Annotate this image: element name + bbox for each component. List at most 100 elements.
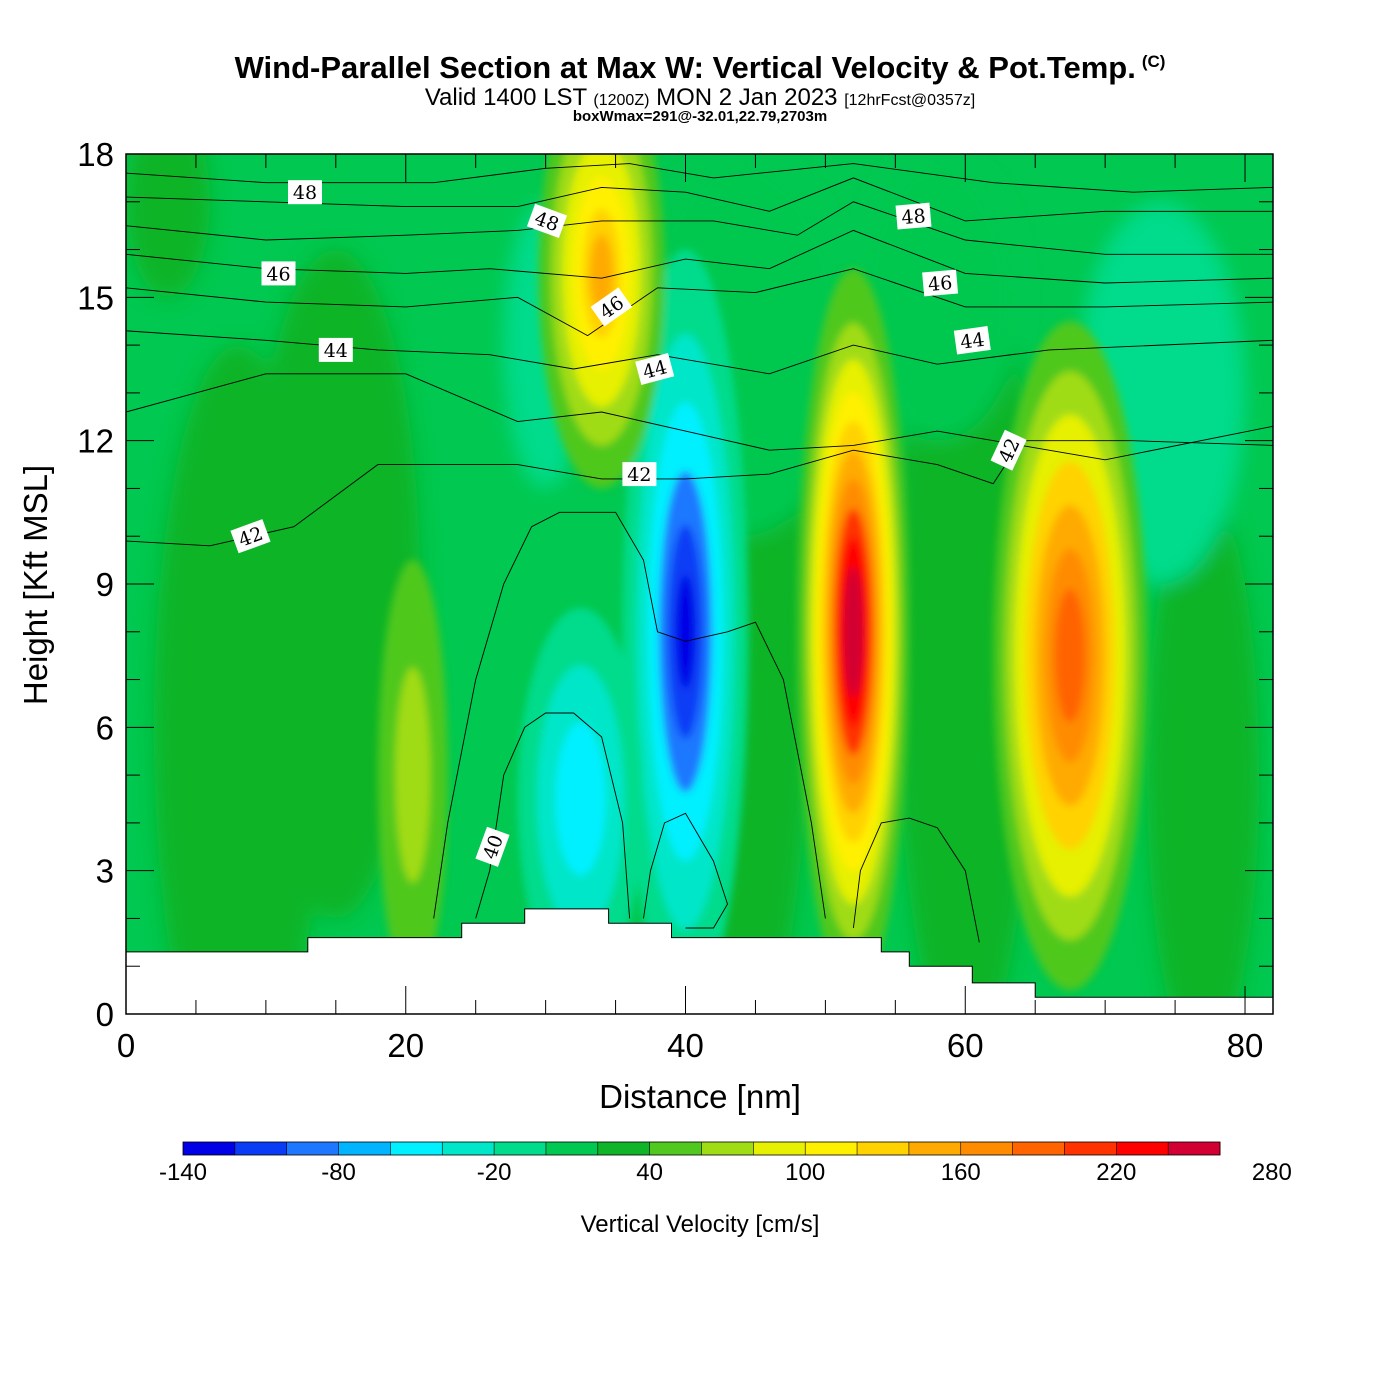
colorbar-tick-label: 40 xyxy=(636,1159,663,1186)
colorbar-swatch xyxy=(234,1142,288,1155)
contour-label-text: 48 xyxy=(901,205,927,229)
colorbar-tick-label: -140 xyxy=(159,1159,207,1186)
colorbar-swatch xyxy=(701,1142,754,1155)
colorbar-swatch xyxy=(442,1142,495,1155)
y-axis-title: Height [Kft MSL] xyxy=(17,465,54,705)
theta-contour-line xyxy=(433,511,826,919)
colorbar-swatch xyxy=(857,1142,910,1155)
colorbar-swatch xyxy=(908,1142,962,1155)
theta-contour-line xyxy=(126,177,1273,222)
theta-contour-label: 42 xyxy=(622,462,657,487)
y-tick-label: 9 xyxy=(96,566,114,603)
colorbar-swatch xyxy=(805,1142,858,1155)
copyright-mark: (C) xyxy=(1141,51,1166,71)
colorbar-tick-label: -80 xyxy=(321,1159,356,1186)
theta-contour-label: 48 xyxy=(288,180,322,205)
colorbar-title: Vertical Velocity [cm/s] xyxy=(581,1211,820,1238)
contour-label-box xyxy=(475,826,510,867)
box-info: boxWmax=291@-32.01,22.79,2703m xyxy=(572,108,828,125)
contour-label-text: 48 xyxy=(293,182,317,204)
colorbar-swatch xyxy=(1116,1142,1169,1155)
contour-label-box xyxy=(288,180,322,205)
contour-label-text: 44 xyxy=(959,329,986,354)
colorbar: -140 -80 -20 40 100 160 220 280 xyxy=(159,1141,1292,1186)
contour-label-box xyxy=(230,519,271,554)
colorbar-tick-label: -20 xyxy=(477,1159,512,1186)
theta-contour-label: 48 xyxy=(895,202,932,230)
contour-label-box xyxy=(590,287,633,327)
colorbar-swatch xyxy=(494,1142,547,1155)
colorbar-tick-label: 160 xyxy=(941,1159,981,1186)
theta-contour-label: 48 xyxy=(526,203,568,238)
y-tick-label: 0 xyxy=(96,996,114,1033)
field-core-level xyxy=(395,667,431,883)
contour-label-text: 42 xyxy=(627,464,651,486)
valid-date: MON 2 Jan 2023 xyxy=(656,84,838,111)
contour-label-box xyxy=(922,269,959,297)
title-text: Wind-Parallel Section at Max W: Vertical… xyxy=(234,50,1136,85)
x-tick-label: 20 xyxy=(387,1027,424,1064)
x-tick-label: 0 xyxy=(117,1027,135,1064)
colorbar-swatch xyxy=(649,1142,702,1155)
field-core-level xyxy=(555,722,606,876)
forecast-info: [12hrFcst@0357z] xyxy=(844,92,976,109)
valid-prefix: Valid 1400 LST xyxy=(424,84,587,111)
contour-label-box xyxy=(635,353,675,385)
field-region xyxy=(126,154,210,298)
contour-label-text: 46 xyxy=(266,263,290,285)
colorbar-tick-label: 220 xyxy=(1096,1159,1136,1186)
field-core-level xyxy=(676,574,695,690)
chart-title: Wind-Parallel Section at Max W: Vertical… xyxy=(0,50,1400,86)
theta-contour-line xyxy=(126,201,1273,255)
field-core-level xyxy=(590,234,613,313)
x-tick-label: 80 xyxy=(1227,1027,1264,1064)
colorbar-swatch xyxy=(1168,1142,1221,1155)
theta-contour-label: 44 xyxy=(318,337,353,362)
contour-label-box xyxy=(261,261,296,286)
colorbar-swatch xyxy=(286,1142,340,1155)
theta-contour-line xyxy=(852,817,980,943)
theta-contour-label: 42 xyxy=(230,519,271,554)
theta-contour-label: 44 xyxy=(953,326,991,355)
contour-label-text: 44 xyxy=(324,340,348,362)
theta-contour-label: 46 xyxy=(922,269,959,297)
x-tick-label: 40 xyxy=(667,1027,704,1064)
theta-contour-line xyxy=(126,229,1273,284)
axes: 0 20 40 60 80 0 3 6 9 12 15 18 xyxy=(77,136,1273,1064)
theta-contour-line xyxy=(126,163,1273,193)
chart-subtitle: Valid 1400 LST (1200Z) MON 2 Jan 2023 [1… xyxy=(0,84,1400,112)
contour-label-text: 46 xyxy=(927,272,953,296)
field-cores xyxy=(377,154,1148,1014)
y-tick-label: 18 xyxy=(77,136,114,173)
theta-contour-label: 40 xyxy=(475,826,510,867)
colorbar-tick-label: 280 xyxy=(1252,1159,1292,1186)
contour-label-box xyxy=(953,326,991,355)
colorbar-swatch xyxy=(753,1142,806,1155)
y-tick-label: 15 xyxy=(77,279,114,316)
contour-label-box xyxy=(318,337,353,362)
colorbar-swatch xyxy=(960,1142,1014,1155)
field-region xyxy=(251,249,420,919)
potential-temperature-contours xyxy=(126,163,1273,943)
colorbar-tick-label: 100 xyxy=(785,1159,825,1186)
field-region xyxy=(1147,488,1259,1014)
theta-contour-label: 42 xyxy=(990,429,1027,471)
colorbar-swatch xyxy=(545,1142,599,1155)
field-core-level xyxy=(847,595,859,669)
colorbar-swatch xyxy=(390,1142,443,1155)
theta-contour-label: 44 xyxy=(635,353,675,385)
vertical-velocity-field xyxy=(126,154,1273,1014)
colorbar-swatch xyxy=(1012,1142,1065,1155)
colorbar-swatch xyxy=(183,1142,236,1155)
y-tick-label: 3 xyxy=(96,853,114,890)
terrain xyxy=(126,908,1273,1014)
field-core-level xyxy=(1054,588,1086,723)
theta-contour-line xyxy=(643,812,728,929)
colorbar-swatch xyxy=(597,1142,651,1155)
y-tick-label: 12 xyxy=(77,423,114,460)
theta-contour-line xyxy=(126,373,1273,461)
contour-label-box xyxy=(622,462,657,487)
x-tick-label: 60 xyxy=(947,1027,984,1064)
contour-label-box xyxy=(526,203,568,238)
